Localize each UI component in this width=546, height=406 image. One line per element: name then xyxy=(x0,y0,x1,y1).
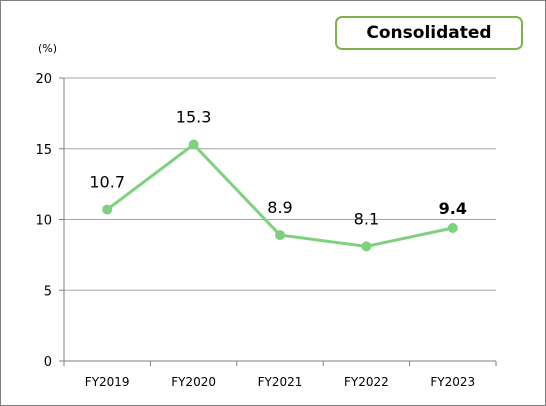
x-tick-label: FY2023 xyxy=(430,375,475,389)
consolidated-badge: Consolidated xyxy=(335,16,523,50)
data-label: 15.3 xyxy=(176,108,212,127)
x-tick-label: FY2022 xyxy=(344,375,389,389)
x-tick-label: FY2020 xyxy=(171,375,216,389)
y-tick-label: 0 xyxy=(44,355,52,370)
data-label: 9.4 xyxy=(439,199,467,218)
y-axis-unit-label: (%) xyxy=(38,42,58,55)
data-point xyxy=(188,139,199,150)
data-label: 10.7 xyxy=(89,173,125,192)
data-point xyxy=(361,241,372,252)
y-tick-label: 5 xyxy=(44,284,52,299)
y-tick-label: 10 xyxy=(35,214,52,229)
data-label: 8.1 xyxy=(354,209,379,228)
x-tick-label: FY2019 xyxy=(85,375,130,389)
y-tick-label: 20 xyxy=(35,72,52,87)
x-tick-label: FY2021 xyxy=(258,375,303,389)
y-tick-label: 15 xyxy=(35,143,52,158)
data-point xyxy=(275,230,285,241)
data-label: 8.9 xyxy=(267,198,292,217)
data-point xyxy=(447,222,458,233)
data-point xyxy=(102,204,113,215)
